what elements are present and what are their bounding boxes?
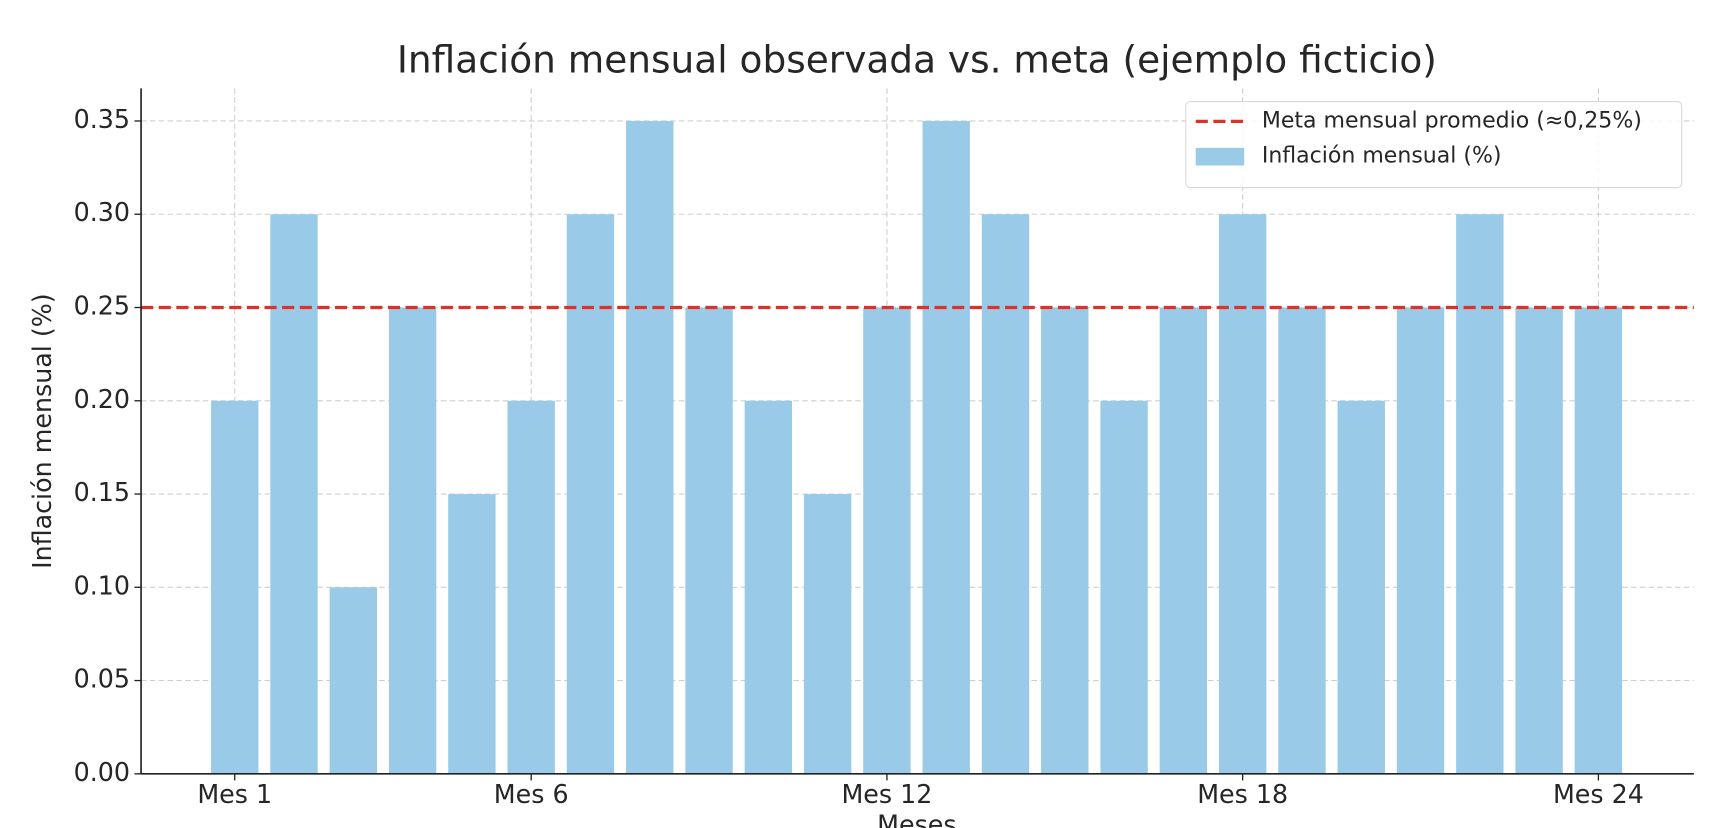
bar — [388, 307, 437, 774]
x-tick-label: Mes 12 — [841, 779, 932, 809]
bar — [1515, 307, 1563, 774]
bar — [1218, 214, 1267, 774]
bar — [744, 400, 793, 774]
bar — [1456, 214, 1504, 774]
bar — [803, 494, 852, 774]
bar — [1396, 307, 1445, 774]
bar — [329, 587, 378, 774]
y-tick-label: 0.10 — [74, 570, 130, 600]
y-tick-label: 0.15 — [74, 477, 130, 507]
bar — [1337, 400, 1385, 774]
legend-label: Meta mensual promedio (≈0,25%) — [1262, 108, 1642, 133]
legend-box — [1185, 101, 1683, 189]
bar — [270, 214, 318, 774]
legend-label: Inflación mensual (%) — [1262, 144, 1502, 169]
y-tick-label: 0.00 — [74, 757, 130, 787]
x-tick-label: Mes 24 — [1553, 779, 1644, 809]
bar — [1100, 400, 1148, 774]
bar — [566, 214, 615, 774]
y-tick-label: 0.05 — [74, 664, 130, 694]
bar — [1041, 307, 1089, 774]
y-tick-label: 0.35 — [74, 104, 130, 134]
bar — [211, 400, 259, 774]
bar — [626, 120, 674, 774]
y-axis-label: Inflación mensual (%) — [27, 293, 57, 569]
x-tick-label: Mes 18 — [1197, 779, 1288, 809]
legend-swatch — [1195, 147, 1245, 166]
bar — [863, 307, 911, 774]
x-tick-label: Mes 1 — [197, 779, 272, 809]
x-tick-label: Mes 6 — [494, 779, 569, 809]
bar — [1574, 307, 1623, 774]
chart-title: Inflación mensual observada vs. meta (ej… — [397, 37, 1437, 81]
bar — [448, 494, 496, 774]
y-tick-label: 0.20 — [74, 384, 130, 414]
y-tick-label: 0.25 — [74, 291, 130, 321]
y-tick-label: 0.30 — [74, 197, 130, 227]
legend: Meta mensual promedio (≈0,25%) Inflación … — [1185, 101, 1683, 189]
bar — [1278, 307, 1326, 774]
bar — [685, 307, 733, 774]
bar — [507, 400, 555, 774]
x-axis-label: Meses — [877, 810, 956, 828]
bar — [922, 120, 970, 774]
bar — [1159, 307, 1208, 774]
bar — [981, 214, 1030, 774]
